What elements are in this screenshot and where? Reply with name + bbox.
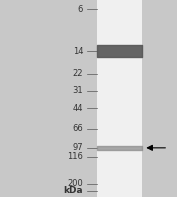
Text: 66: 66 xyxy=(72,124,83,133)
Bar xyxy=(97,0,142,197)
Text: 31: 31 xyxy=(73,86,83,96)
Text: 97: 97 xyxy=(73,143,83,152)
Text: 200: 200 xyxy=(67,179,83,188)
Text: 44: 44 xyxy=(73,104,83,113)
Text: 6: 6 xyxy=(78,5,83,14)
Text: 14: 14 xyxy=(73,47,83,56)
Text: 116: 116 xyxy=(67,152,83,161)
Text: kDa: kDa xyxy=(64,186,83,195)
Text: 22: 22 xyxy=(73,69,83,78)
